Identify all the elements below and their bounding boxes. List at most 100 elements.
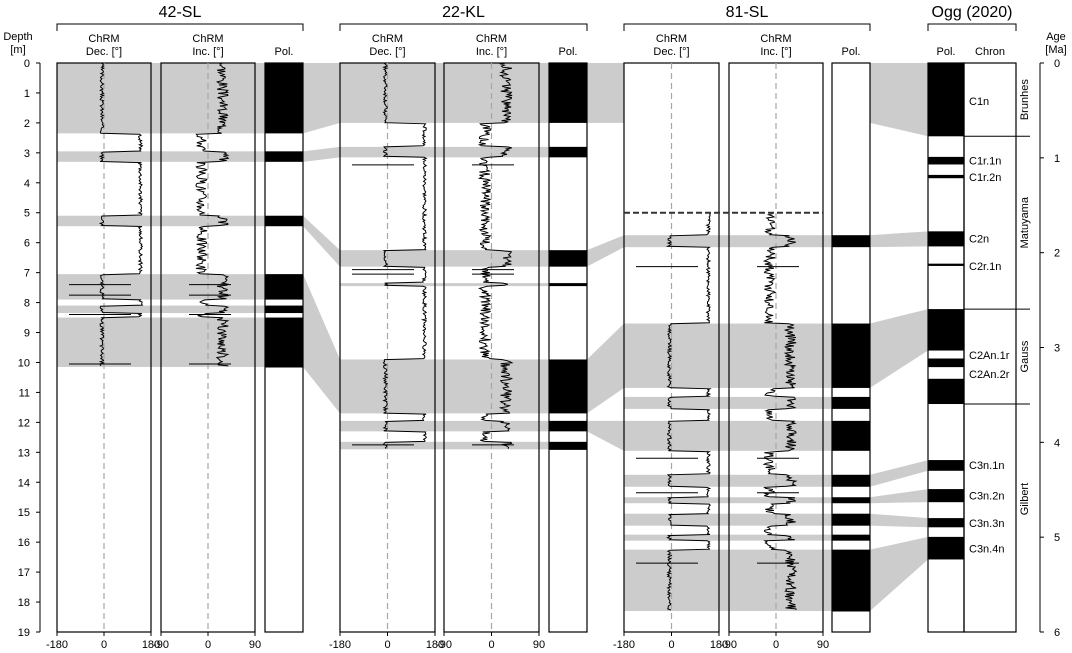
ogg-chron-header: Chron (975, 46, 1005, 58)
depth-tick-label: 13 (18, 447, 30, 459)
tie-22KL-81SL (587, 323, 624, 414)
ogg-normal-block (928, 536, 964, 560)
chron-label: C1r.2n (969, 172, 1001, 184)
normal-polarity-block (265, 305, 303, 314)
inc-header-line1: ChRM (192, 33, 223, 45)
dec-header-line1: ChRM (656, 33, 687, 45)
chron-label: C3n.4n (969, 544, 1004, 556)
normal-band-core-3 (624, 534, 832, 541)
inc-header-line1: ChRM (476, 33, 507, 45)
x-tick-label: 0 (668, 639, 674, 651)
inc-header-line2: Inc. [°] (192, 46, 223, 58)
normal-polarity-block (832, 420, 870, 451)
tie-81SL-ogg (870, 536, 928, 612)
dec-header-line2: Dec. [°] (86, 46, 122, 58)
ogg-normal-block (928, 518, 964, 528)
depth-tick-label: 9 (24, 328, 30, 340)
normal-polarity-block (832, 534, 870, 541)
depth-tick-label: 0 (24, 58, 30, 70)
normal-band-core-3 (624, 549, 832, 612)
ogg-normal-block (928, 309, 964, 351)
x-tick-label: -180 (46, 639, 68, 651)
normal-polarity-block (549, 63, 587, 123)
tie-81SL-ogg (870, 231, 928, 248)
chron-label: C3n.1n (969, 460, 1004, 472)
x-tick-label: 0 (488, 639, 494, 651)
depth-tick-label: 5 (24, 208, 30, 220)
tie-81SL-ogg (870, 513, 928, 528)
normal-polarity-block (832, 235, 870, 248)
depth-tick-label: 1 (24, 88, 30, 100)
x-tick-label: -180 (329, 639, 351, 651)
ogg-bracket (927, 23, 1017, 31)
chron-label: C2An.2r (969, 369, 1010, 381)
ogg-pol-header: Pol. (937, 46, 956, 58)
depth-label: Depth (3, 31, 32, 43)
normal-polarity-block (265, 215, 303, 227)
x-tick-label: -180 (613, 639, 635, 651)
x-tick-label: 90 (249, 639, 261, 651)
normal-polarity-block (832, 497, 870, 504)
x-tick-label: 0 (205, 639, 211, 651)
x-tick-label: -90 (436, 639, 452, 651)
epoch-label: Brunhes (1019, 79, 1031, 120)
x-tick-label: -90 (153, 639, 169, 651)
normal-polarity-block (265, 151, 303, 162)
age-tick-label: 3 (1054, 343, 1060, 355)
depth-tick-label: 7 (24, 268, 30, 280)
inc-header-line2: Inc. [°] (476, 46, 507, 58)
normal-polarity-block (265, 317, 303, 367)
core-panels: -180 0 180-90 0 90 -180 0 180-90 0 90 -180 0 180-90 0… (46, 62, 1031, 651)
normal-band-core-3 (624, 323, 832, 388)
x-tick-label: 0 (384, 639, 390, 651)
epoch-label: Matuyama (1019, 196, 1031, 248)
normal-polarity-block (549, 441, 587, 450)
tie-42SL-22KL (303, 274, 340, 414)
depth-tick-label: 15 (18, 507, 30, 519)
normal-polarity-block (549, 420, 587, 432)
x-tick-label: 90 (533, 639, 545, 651)
ogg-normal-block (928, 358, 964, 368)
tie-81SL-ogg (870, 63, 928, 137)
normal-polarity-block (832, 396, 870, 409)
age-unit: [Ma] (1045, 44, 1066, 56)
age-tick-label: 1 (1054, 153, 1060, 165)
correlation-shading (57, 63, 928, 612)
inclination-trace (195, 62, 230, 367)
epoch-label: Gauss (1019, 340, 1031, 372)
normal-band-core-3 (624, 235, 832, 248)
age-tick-label: 5 (1054, 532, 1060, 544)
ogg-title: Ogg (2020) (932, 4, 1013, 21)
dec-header-line1: ChRM (88, 33, 119, 45)
depth-and-age-axes: 012345678910111213141516171819Depth[m]01… (3, 31, 1066, 639)
depth-tick-label: 18 (18, 597, 30, 609)
normal-polarity-block (832, 323, 870, 388)
depth-unit: [m] (10, 44, 25, 56)
normal-polarity-block (549, 250, 587, 267)
normal-polarity-block (832, 549, 870, 612)
chron-label: C2An.1r (969, 350, 1010, 362)
depth-tick-label: 6 (24, 238, 30, 250)
chron-label: C1r.1n (969, 156, 1001, 168)
pol-header: Pol. (842, 46, 861, 58)
core-name: 22-KL (442, 4, 485, 21)
tie-42SL-22KL (303, 146, 340, 162)
x-tick-label: 0 (773, 639, 779, 651)
ogg-normal-block (928, 263, 964, 266)
normal-polarity-block (549, 146, 587, 158)
depth-tick-label: 10 (18, 357, 30, 369)
declination-trace (665, 212, 712, 611)
chron-label: C3n.2n (969, 490, 1004, 502)
normal-polarity-block (265, 63, 303, 134)
depth-tick-label: 11 (19, 387, 30, 399)
tie-42SL-22KL (303, 215, 340, 267)
age-tick-label: 6 (1054, 627, 1060, 639)
age-tick-label: 0 (1054, 58, 1060, 70)
depth-tick-label: 3 (24, 148, 30, 160)
declination-trace (98, 62, 144, 367)
declination-trace (382, 62, 428, 449)
normal-band-core-3 (624, 474, 832, 487)
depth-tick-label: 12 (18, 417, 30, 429)
ogg-normal-block (928, 378, 964, 405)
